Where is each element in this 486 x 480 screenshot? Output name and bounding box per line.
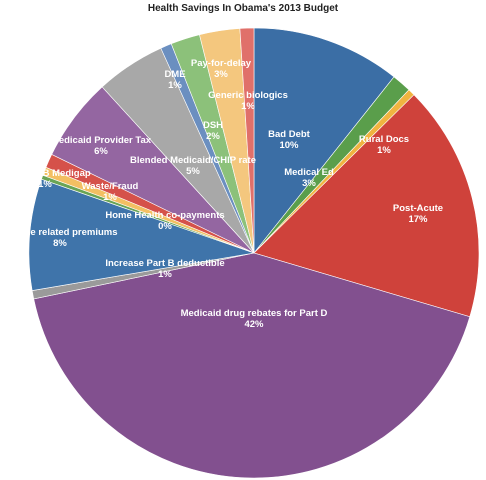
slice-label: Income related premiums 8% bbox=[2, 227, 117, 249]
slice-label: Blended Medicaid/CHIP rate 5% bbox=[130, 155, 256, 177]
slice-label: Post-Acute 17% bbox=[393, 203, 443, 225]
slice-name: Premium B Medigap bbox=[0, 168, 91, 179]
slice-name: Income related premiums bbox=[2, 227, 117, 238]
slice-percent: 5% bbox=[186, 166, 200, 177]
slice-name: Medical Ed bbox=[284, 167, 334, 178]
slice-percent: 0% bbox=[158, 221, 172, 232]
slice-name: Home Health co-payments bbox=[105, 210, 224, 221]
slice-percent: 8% bbox=[53, 238, 67, 249]
slice-name: Blended Medicaid/CHIP rate bbox=[130, 155, 256, 166]
slice-name: DME bbox=[164, 69, 185, 80]
pie-slice-bad-debt bbox=[253, 27, 395, 254]
slice-percent: 1% bbox=[377, 145, 391, 156]
slice-label: Increase Part B deductible 1% bbox=[105, 258, 224, 280]
pie-slice-medicaid-drug-rebates-for-part-d bbox=[33, 252, 471, 479]
slice-name: Pay-for-delay bbox=[191, 58, 252, 69]
slice-percent: 6% bbox=[94, 146, 108, 157]
slice-label: DME 1% bbox=[164, 69, 185, 91]
slice-percent: 1% bbox=[158, 269, 172, 280]
pie-labels: Bad Debt 10%Rural Docs 1%Medical Ed 3%Post-… bbox=[0, 58, 443, 330]
slice-name: Post-Acute bbox=[393, 203, 443, 214]
slice-name: Medicaid Provider Tax bbox=[51, 135, 152, 146]
slice-percent: 17% bbox=[408, 214, 428, 225]
slice-label: Bad Debt 10% bbox=[268, 129, 311, 151]
slice-name: Rural Docs bbox=[359, 134, 409, 145]
slice-label: Pay-for-delay 3% bbox=[191, 58, 252, 80]
slice-label: Home Health co-payments 0% bbox=[105, 210, 224, 232]
slice-percent: 1% bbox=[38, 179, 52, 190]
slice-name: Increase Part B deductible bbox=[105, 258, 224, 269]
slice-name: DSH bbox=[203, 120, 223, 131]
slice-name: Waste/Fraud bbox=[82, 181, 139, 192]
slice-label: Medicaid Provider Tax 6% bbox=[51, 135, 152, 157]
slice-label: Premium B Medigap 1% bbox=[0, 168, 91, 190]
slice-name: Medicaid drug rebates for Part D bbox=[181, 308, 328, 319]
slice-percent: 3% bbox=[214, 69, 228, 80]
slice-percent: 10% bbox=[279, 140, 299, 151]
slice-label: Rural Docs 1% bbox=[359, 134, 409, 156]
pie-slice-post-acute bbox=[253, 94, 480, 318]
slice-percent: 1% bbox=[103, 192, 117, 203]
slice-percent: 42% bbox=[244, 319, 264, 330]
pie-slice-generic-biologics bbox=[239, 27, 255, 254]
slice-label: Generic biologics 1% bbox=[208, 90, 288, 112]
slice-label: DSH 2% bbox=[203, 120, 223, 142]
slice-percent: 1% bbox=[168, 80, 182, 91]
pie-slice-income-related-premiums bbox=[28, 178, 255, 291]
slice-percent: 1% bbox=[241, 101, 255, 112]
slice-name: Bad Debt bbox=[268, 129, 311, 140]
chart-title: Health Savings In Obama's 2013 Budget bbox=[147, 3, 339, 14]
slice-name: Generic biologics bbox=[208, 90, 288, 101]
slice-label: Medicaid drug rebates for Part D 42% bbox=[181, 308, 328, 330]
slice-label: Medical Ed 3% bbox=[284, 167, 334, 189]
slice-percent: 2% bbox=[206, 131, 220, 142]
pie-slices bbox=[28, 27, 480, 479]
slice-percent: 3% bbox=[302, 178, 316, 189]
slice-label: Waste/Fraud 1% bbox=[82, 181, 139, 203]
